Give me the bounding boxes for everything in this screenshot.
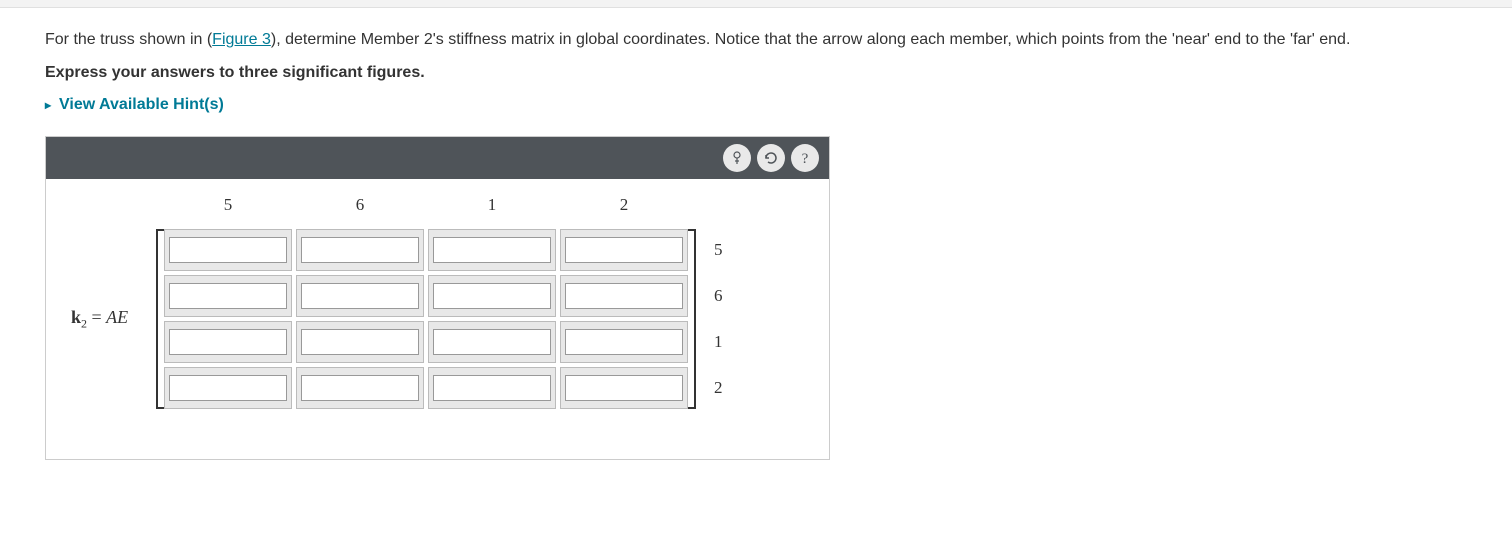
matrix-cell [296, 321, 424, 363]
matrix-row [164, 275, 688, 317]
matrix-cell [164, 229, 292, 271]
row-label: 5 [714, 229, 723, 271]
matrix-cell [296, 275, 424, 317]
matrix-input-1-1[interactable] [301, 283, 419, 309]
matrix-input-0-2[interactable] [433, 237, 551, 263]
matrix-grid [164, 229, 688, 409]
matrix-input-0-3[interactable] [565, 237, 683, 263]
col-header: 5 [164, 195, 292, 215]
matrix-cell [164, 275, 292, 317]
matrix-cell [428, 275, 556, 317]
matrix-input-2-1[interactable] [301, 329, 419, 355]
matrix-cell [428, 367, 556, 409]
matrix-row [164, 229, 688, 271]
matrix-eq: = [87, 307, 106, 327]
matrix-input-0-1[interactable] [301, 237, 419, 263]
matrix-input-1-3[interactable] [565, 283, 683, 309]
help-button[interactable]: ? [791, 144, 819, 172]
matrix-cell [428, 321, 556, 363]
matrix-outer: 5 6 1 2 [156, 229, 723, 409]
col-header: 2 [560, 195, 688, 215]
answer-toolbar: ? [46, 137, 829, 179]
col-header: 6 [296, 195, 424, 215]
keyboard-icon [729, 150, 745, 166]
hints-toggle[interactable]: ▸ View Available Hint(s) [45, 96, 224, 114]
matrix-cell [560, 275, 688, 317]
matrix-cell [164, 367, 292, 409]
matrix-input-0-0[interactable] [169, 237, 287, 263]
matrix-input-1-0[interactable] [169, 283, 287, 309]
question-text: For the truss shown in (Figure 3), deter… [45, 28, 1467, 52]
matrix-input-2-3[interactable] [565, 329, 683, 355]
matrix-input-2-2[interactable] [433, 329, 551, 355]
matrix-cell [560, 367, 688, 409]
row-label: 6 [714, 275, 723, 317]
matrix-cell [560, 229, 688, 271]
matrix-input-3-3[interactable] [565, 375, 683, 401]
hints-label: View Available Hint(s) [59, 96, 224, 114]
matrix-block: 5 6 1 2 [156, 229, 696, 409]
bracket-right [688, 229, 696, 409]
col-header: 1 [428, 195, 556, 215]
question-content: For the truss shown in (Figure 3), deter… [0, 8, 1512, 480]
help-icon: ? [797, 150, 813, 166]
matrix-var-ae: AE [106, 307, 128, 327]
keyboard-button[interactable] [723, 144, 751, 172]
matrix-cell [560, 321, 688, 363]
question-prefix: For the truss shown in ( [45, 31, 212, 48]
matrix-input-3-1[interactable] [301, 375, 419, 401]
matrix-var-k: k [71, 307, 81, 327]
reset-button[interactable] [757, 144, 785, 172]
svg-text:?: ? [802, 151, 809, 166]
answer-panel: ? k2 = AE 5 6 1 2 [45, 136, 830, 460]
matrix-prefix: k2 = AE [66, 307, 156, 332]
col-headers: 5 6 1 2 [164, 195, 688, 215]
caret-right-icon: ▸ [45, 98, 51, 112]
figure-link[interactable]: Figure 3 [212, 31, 271, 48]
row-labels: 5 6 1 2 [714, 229, 723, 409]
question-suffix: ), determine Member 2's stiffness matrix… [271, 31, 1351, 48]
matrix-cell [296, 367, 424, 409]
matrix-row [164, 367, 688, 409]
row-label: 2 [714, 367, 723, 409]
sig-fig-instruction: Express your answers to three significan… [45, 64, 1467, 82]
matrix-input-2-0[interactable] [169, 329, 287, 355]
matrix-cell [428, 229, 556, 271]
matrix-input-3-0[interactable] [169, 375, 287, 401]
bracket-left [156, 229, 164, 409]
matrix-area: k2 = AE 5 6 1 2 [46, 179, 829, 459]
matrix-row [164, 321, 688, 363]
matrix-input-3-2[interactable] [433, 375, 551, 401]
row-label: 1 [714, 321, 723, 363]
reset-icon [763, 150, 779, 166]
matrix-cell [164, 321, 292, 363]
matrix-cell [296, 229, 424, 271]
top-divider [0, 0, 1512, 8]
matrix-input-1-2[interactable] [433, 283, 551, 309]
